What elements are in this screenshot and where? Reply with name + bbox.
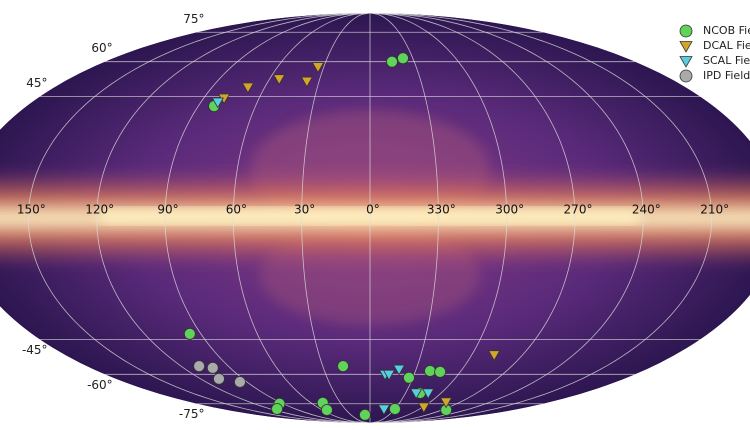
- circle-marker: [397, 52, 409, 65]
- circle-marker: [213, 372, 225, 385]
- circle-marker: [434, 365, 447, 378]
- legend-marker: [679, 24, 693, 38]
- meridian-grid-line: [369, 13, 576, 423]
- meridian-grid-line: [369, 13, 439, 423]
- legend-label: IPD Fields: [703, 69, 750, 82]
- triangle-marker: [382, 369, 396, 381]
- circle-marker: [206, 361, 219, 374]
- circle-marker: [183, 328, 196, 340]
- longitude-label: 90°: [157, 203, 178, 217]
- legend-marker: [679, 69, 693, 83]
- longitude-label: 150°: [17, 203, 46, 217]
- triangle-marker: [211, 97, 225, 109]
- triangle-marker: [272, 74, 286, 86]
- latitude-label: 75°: [183, 12, 204, 26]
- longitude-label: 0°: [366, 203, 380, 217]
- longitude-label: 210°: [700, 203, 729, 217]
- triangle-marker: [241, 82, 255, 94]
- circle-marker: [234, 376, 246, 388]
- meridian-grid-line: [369, 13, 508, 423]
- legend-marker: [679, 56, 693, 68]
- triangle-marker: [311, 62, 325, 74]
- triangle-marker: [487, 350, 501, 362]
- legend: NCOB Fields DCAL Fields SCAL Fields IPD Fie…: [679, 24, 750, 83]
- circle-marker: [321, 404, 333, 416]
- meridian-grid-line: [369, 13, 713, 423]
- circle-marker: [424, 365, 436, 377]
- longitude-label: 240°: [632, 203, 661, 217]
- sky-background: [0, 13, 750, 423]
- circle-marker: [389, 403, 401, 415]
- legend-marker: [679, 41, 693, 53]
- longitude-label: 270°: [564, 203, 593, 217]
- circle-marker: [359, 408, 371, 421]
- triangle-marker: [409, 388, 423, 400]
- longitude-label: 60°: [226, 203, 247, 217]
- longitude-label: 120°: [85, 203, 114, 217]
- circle-marker: [193, 360, 206, 372]
- circle-marker: [403, 371, 415, 384]
- latitude-label: 45°: [26, 76, 47, 90]
- meridian-grid-line: [164, 13, 371, 423]
- legend-label: NCOB Fields: [703, 24, 750, 37]
- triangle-marker: [439, 397, 453, 409]
- longitude-label: 330°: [427, 203, 456, 217]
- circle-marker: [386, 55, 398, 68]
- legend-label: DCAL Fields: [703, 39, 750, 52]
- triangle-marker: [377, 404, 391, 416]
- labels: 150° 120° 90° 60° 30° 0° 330° 300° 270° 240° 210° 7…: [17, 12, 729, 421]
- legend-label: SCAL Fields: [703, 54, 750, 67]
- triangle-marker: [300, 76, 314, 88]
- meridian-grid-line: [232, 13, 371, 423]
- circle-marker: [337, 360, 349, 372]
- latitude-label: 60°: [91, 41, 112, 55]
- meridian-grid-line: [96, 13, 371, 423]
- longitude-label: 30°: [294, 203, 315, 217]
- grid: [27, 13, 713, 423]
- longitude-label: 300°: [495, 203, 524, 217]
- markers: [183, 52, 501, 421]
- meridian-grid-line: [27, 13, 371, 423]
- latitude-label: -75°: [179, 407, 205, 421]
- triangle-marker: [417, 402, 431, 414]
- latitude-label: -60°: [87, 378, 113, 392]
- triangle-marker: [392, 364, 406, 376]
- latitude-label: -45°: [22, 343, 48, 357]
- meridian-grid-line: [369, 13, 644, 423]
- triangle-marker: [421, 388, 435, 400]
- meridian-grid-line: [301, 13, 371, 423]
- circle-marker: [271, 403, 283, 415]
